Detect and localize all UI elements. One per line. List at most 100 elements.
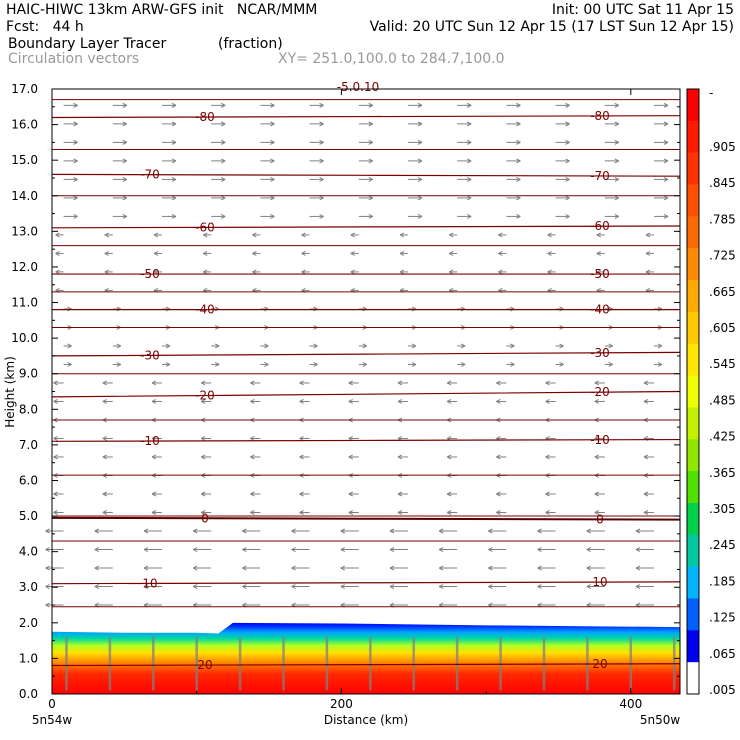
- vector-head: [55, 287, 60, 291]
- vector-head: [545, 456, 550, 460]
- vector-head: [242, 586, 247, 589]
- vector-head: [220, 213, 226, 217]
- vector-head: [264, 306, 269, 310]
- vector-head: [397, 436, 403, 439]
- vector-head: [53, 382, 58, 386]
- vector-head: [151, 475, 157, 478]
- contour-label: -50: [590, 267, 610, 281]
- vector-head: [389, 565, 395, 569]
- vector-head: [291, 528, 296, 532]
- vector-head: [438, 547, 444, 550]
- x-endpoint-right: 5n50w: [640, 713, 681, 727]
- vector-head: [547, 287, 552, 291]
- temperature-contour: [51, 581, 681, 585]
- vector-head: [397, 493, 403, 497]
- contour-label: -80: [590, 109, 610, 123]
- vector-head: [165, 364, 171, 367]
- vector-head: [299, 436, 304, 439]
- vector-head: [348, 475, 353, 478]
- vector-head: [200, 456, 206, 460]
- vector-head: [389, 602, 395, 606]
- vector-head: [301, 287, 306, 291]
- colorbar-segment: [687, 375, 699, 408]
- vector-head: [291, 530, 296, 534]
- contour-label: -50: [140, 267, 160, 281]
- vector-head: [53, 454, 58, 458]
- vector-head: [446, 382, 452, 386]
- vector-head: [200, 512, 206, 515]
- vector-head: [73, 102, 78, 106]
- field-units: (fraction): [218, 36, 283, 52]
- vector-head: [614, 178, 619, 182]
- vector-head: [466, 102, 472, 106]
- vector-head: [319, 197, 324, 201]
- vector-head: [220, 160, 226, 164]
- vector-head: [270, 139, 275, 143]
- vector-head: [417, 176, 423, 180]
- vector-head: [496, 382, 501, 386]
- vector-head: [340, 586, 345, 589]
- vector-head: [143, 584, 149, 587]
- vector-head: [448, 234, 454, 238]
- vector-head: [122, 121, 127, 125]
- vector-head: [122, 197, 127, 201]
- vector-head: [214, 345, 220, 349]
- vector-head: [270, 102, 275, 106]
- vector-head: [399, 250, 405, 254]
- vector-head: [596, 232, 601, 236]
- vector-head: [657, 364, 663, 367]
- vector-head: [389, 549, 395, 552]
- colorbar-label: .725: [709, 249, 736, 263]
- vector-head: [116, 306, 121, 310]
- vector-head: [348, 456, 353, 460]
- vector-head: [417, 213, 423, 217]
- colorbar-label: .245: [709, 538, 736, 552]
- contour-label: -20: [195, 389, 215, 403]
- vector-head: [657, 345, 663, 349]
- vector-head: [53, 401, 58, 404]
- vector-head: [55, 250, 60, 254]
- vector-head: [270, 158, 275, 162]
- vector-head: [220, 102, 226, 106]
- vector-head: [264, 364, 269, 367]
- vector-head: [594, 475, 599, 478]
- vector-head: [291, 586, 296, 589]
- vector-head: [460, 362, 466, 365]
- vector-head: [200, 380, 206, 384]
- vector-head: [53, 380, 58, 384]
- vector-head: [488, 602, 493, 606]
- vector-head: [348, 454, 353, 458]
- vector-head: [537, 565, 542, 569]
- vector-head: [565, 178, 570, 182]
- vector-head: [466, 158, 472, 162]
- vector-head: [545, 380, 550, 384]
- header-line2-right: Valid: 20 UTC Sun 12 Apr 15 (17 LST Sun …: [369, 19, 734, 35]
- vector-head: [496, 456, 501, 460]
- vector-head: [516, 160, 521, 164]
- vector-head: [663, 215, 669, 219]
- vector-head: [220, 141, 226, 145]
- colorbar-label: -: [709, 86, 713, 100]
- vector-head: [399, 234, 405, 238]
- vector-head: [151, 510, 157, 513]
- vector-head: [94, 567, 99, 571]
- vector-head: [614, 197, 619, 201]
- vector-head: [53, 399, 58, 402]
- vector-head: [643, 454, 649, 458]
- vector-head: [171, 121, 177, 125]
- vector-head: [643, 399, 649, 402]
- vector-head: [438, 565, 444, 569]
- y-tick-label: 1.0: [19, 651, 38, 665]
- vector-head: [192, 584, 198, 587]
- vector-head: [192, 530, 198, 534]
- vector-head: [45, 549, 50, 552]
- vector-head: [496, 491, 501, 495]
- vector-head: [192, 528, 198, 532]
- colorbar-label: .005: [709, 683, 736, 697]
- vector-head: [516, 158, 521, 162]
- vector-head: [122, 215, 127, 219]
- vector-head: [67, 364, 72, 367]
- vector-head: [350, 269, 355, 273]
- y-axis-label: Height (km): [3, 356, 17, 427]
